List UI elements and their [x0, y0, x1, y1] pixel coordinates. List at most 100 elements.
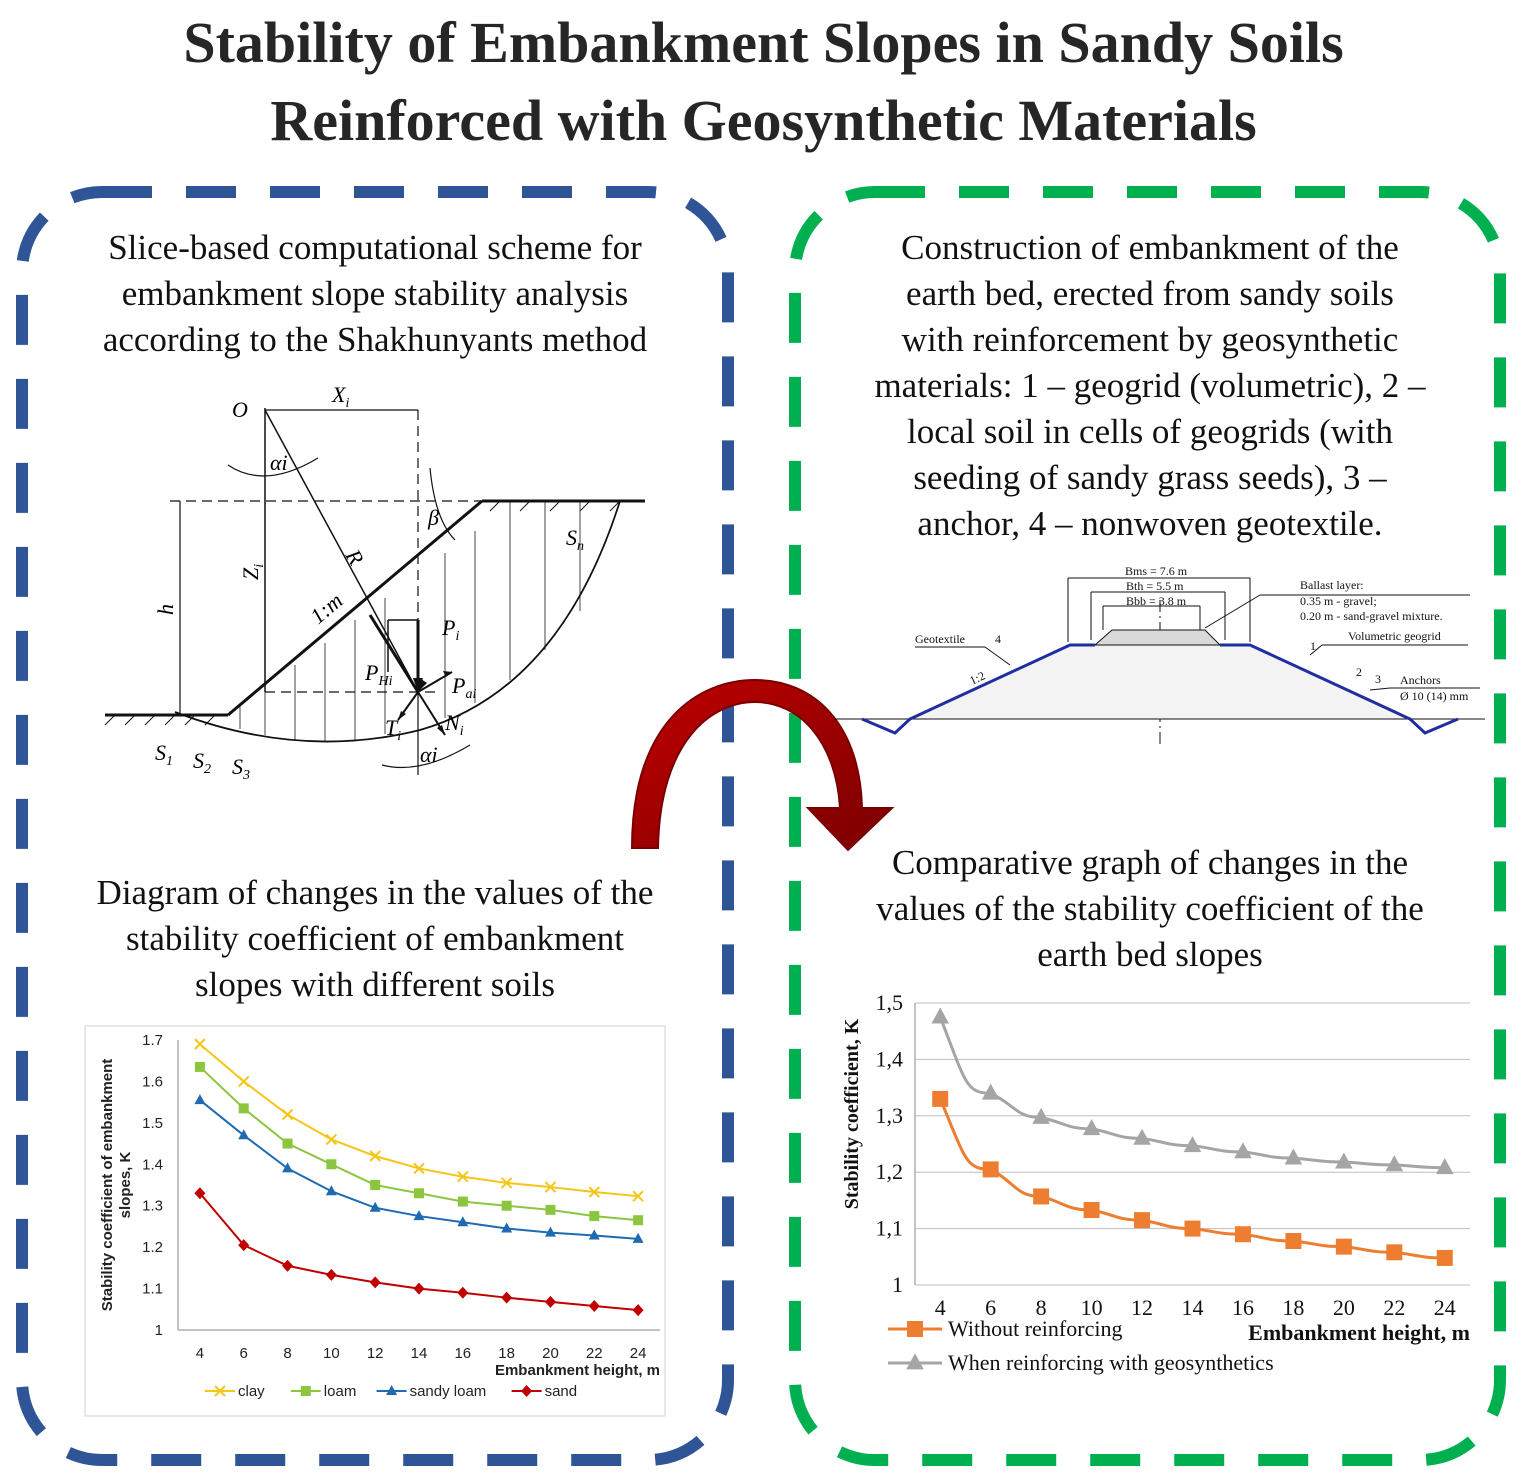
- data-point: [369, 1150, 381, 1162]
- x-tick-label: 4: [935, 1295, 946, 1320]
- legend-label: loam: [324, 1383, 357, 1400]
- x-tick-label: 18: [1282, 1295, 1304, 1320]
- legend-label: sandy loam: [410, 1383, 487, 1400]
- left-top-caption: Slice-based computational scheme for emb…: [40, 225, 710, 363]
- data-point: [632, 1304, 644, 1317]
- data-point: [588, 1229, 600, 1240]
- data-point: [501, 1291, 513, 1304]
- x-axis-title: Embankment height, m: [495, 1362, 660, 1379]
- caption-line: Slice-based computational scheme for: [108, 228, 642, 267]
- data-point: [325, 1133, 338, 1146]
- y-tick-label: 1.6: [142, 1073, 163, 1090]
- data-point: [326, 1159, 337, 1170]
- data-point: [282, 1259, 294, 1272]
- data-point: [414, 1188, 424, 1199]
- data-point: [281, 1108, 294, 1121]
- data-point: [325, 1268, 337, 1281]
- x-tick-label: 18: [498, 1345, 515, 1362]
- data-point: [238, 1239, 250, 1252]
- x-tick-label: 10: [323, 1345, 340, 1362]
- data-point: [1285, 1233, 1302, 1250]
- x-tick-label: 16: [454, 1345, 471, 1362]
- caption-line: earth bed, erected from sandy soils: [906, 274, 1394, 313]
- series-line: [938, 1016, 1445, 1170]
- label-number-4: 4: [995, 632, 1001, 646]
- data-point: [282, 1138, 293, 1149]
- data-point: [413, 1162, 425, 1175]
- label-beta: β: [427, 505, 439, 530]
- label-number-2: 2: [1356, 665, 1362, 679]
- data-point: [1436, 1249, 1453, 1266]
- label-gravel: 0.35 m - gravel;: [1300, 594, 1377, 608]
- data-point: [633, 1215, 644, 1226]
- data-point: [982, 1161, 999, 1178]
- data-point: [370, 1180, 381, 1190]
- caption-line: stability coefficient of embankment: [126, 919, 624, 958]
- data-point: [501, 1222, 513, 1233]
- caption-line: slopes with different soils: [194, 965, 555, 1004]
- data-point: [1183, 1136, 1202, 1153]
- right-panel-frame: [789, 186, 1506, 1466]
- series-sand: [194, 1187, 644, 1317]
- caption-line: values of the stability coefficient of t…: [876, 889, 1424, 928]
- y-tick-label: 1,2: [876, 1159, 904, 1184]
- data-point: [632, 1232, 644, 1243]
- y-axis-title: Stability coefficient, K: [841, 1018, 863, 1209]
- legend-marker: [300, 1386, 311, 1396]
- x-tick-label: 8: [283, 1345, 291, 1362]
- data-point: [194, 1094, 206, 1105]
- data-point: [1033, 1188, 1050, 1205]
- y-tick-label: 1.5: [142, 1115, 163, 1132]
- data-point: [500, 1177, 513, 1189]
- legend-marker: [214, 1385, 226, 1397]
- series-line: [938, 1098, 1445, 1260]
- label-pai: Pai: [451, 673, 476, 702]
- label-slope-ratio: 1:2: [967, 669, 987, 688]
- data-point: [325, 1185, 337, 1196]
- label-geotextile: Geotextile: [915, 632, 965, 646]
- title-line-1: Stability of Embankment Slopes in Sandy …: [183, 10, 1344, 75]
- data-point: [588, 1186, 600, 1198]
- data-point: [1184, 1220, 1201, 1237]
- y-tick-label: 1,5: [876, 990, 904, 1015]
- label-h: h: [153, 604, 178, 615]
- legend-marker: [907, 1321, 923, 1337]
- curved-arrow-icon: [630, 678, 895, 852]
- caption-line: embankment slope stability analysis: [121, 274, 629, 313]
- x-tick-label: 16: [1232, 1295, 1254, 1320]
- label-ti: Ti: [385, 715, 401, 744]
- data-point: [369, 1201, 381, 1212]
- series-without-reinforcing: [932, 1090, 1453, 1266]
- x-tick-label: 22: [586, 1345, 603, 1362]
- label-ballast: Ballast layer:: [1300, 578, 1364, 592]
- right-bottom-caption: Comparative graph of changes in the valu…: [815, 840, 1485, 978]
- label-s3: S3: [232, 754, 250, 783]
- data-point: [194, 1061, 205, 1072]
- data-point: [238, 1129, 250, 1140]
- caption-line: according to the Shakhunyants method: [102, 320, 648, 359]
- data-point: [1386, 1244, 1403, 1261]
- x-tick-label: 24: [1434, 1295, 1456, 1320]
- caption-line: with reinforcement by geosynthetic: [901, 320, 1399, 359]
- x-tick-label: 12: [367, 1345, 384, 1362]
- label-alpha-bottom: αi: [420, 742, 438, 767]
- legend-label: Without reinforcing: [948, 1316, 1122, 1341]
- left-panel-frame: [16, 186, 734, 1466]
- x-tick-label: 22: [1383, 1295, 1405, 1320]
- x-tick-label: 6: [240, 1345, 248, 1362]
- x-tick-label: 14: [411, 1345, 428, 1362]
- label-anchors: Anchors: [1400, 673, 1441, 687]
- data-point: [457, 1286, 469, 1299]
- label-s2: S2: [193, 748, 211, 777]
- label-sand-gravel: 0.20 m - sand-gravel mixture.: [1300, 609, 1443, 623]
- data-point: [1032, 1107, 1050, 1124]
- caption-line: seeding of sandy grass seeds), 3 –: [913, 458, 1387, 497]
- x-tick-label: 24: [630, 1345, 647, 1362]
- legend-label: clay: [238, 1383, 265, 1400]
- legend-label: sand: [545, 1383, 578, 1400]
- data-point: [1284, 1148, 1303, 1165]
